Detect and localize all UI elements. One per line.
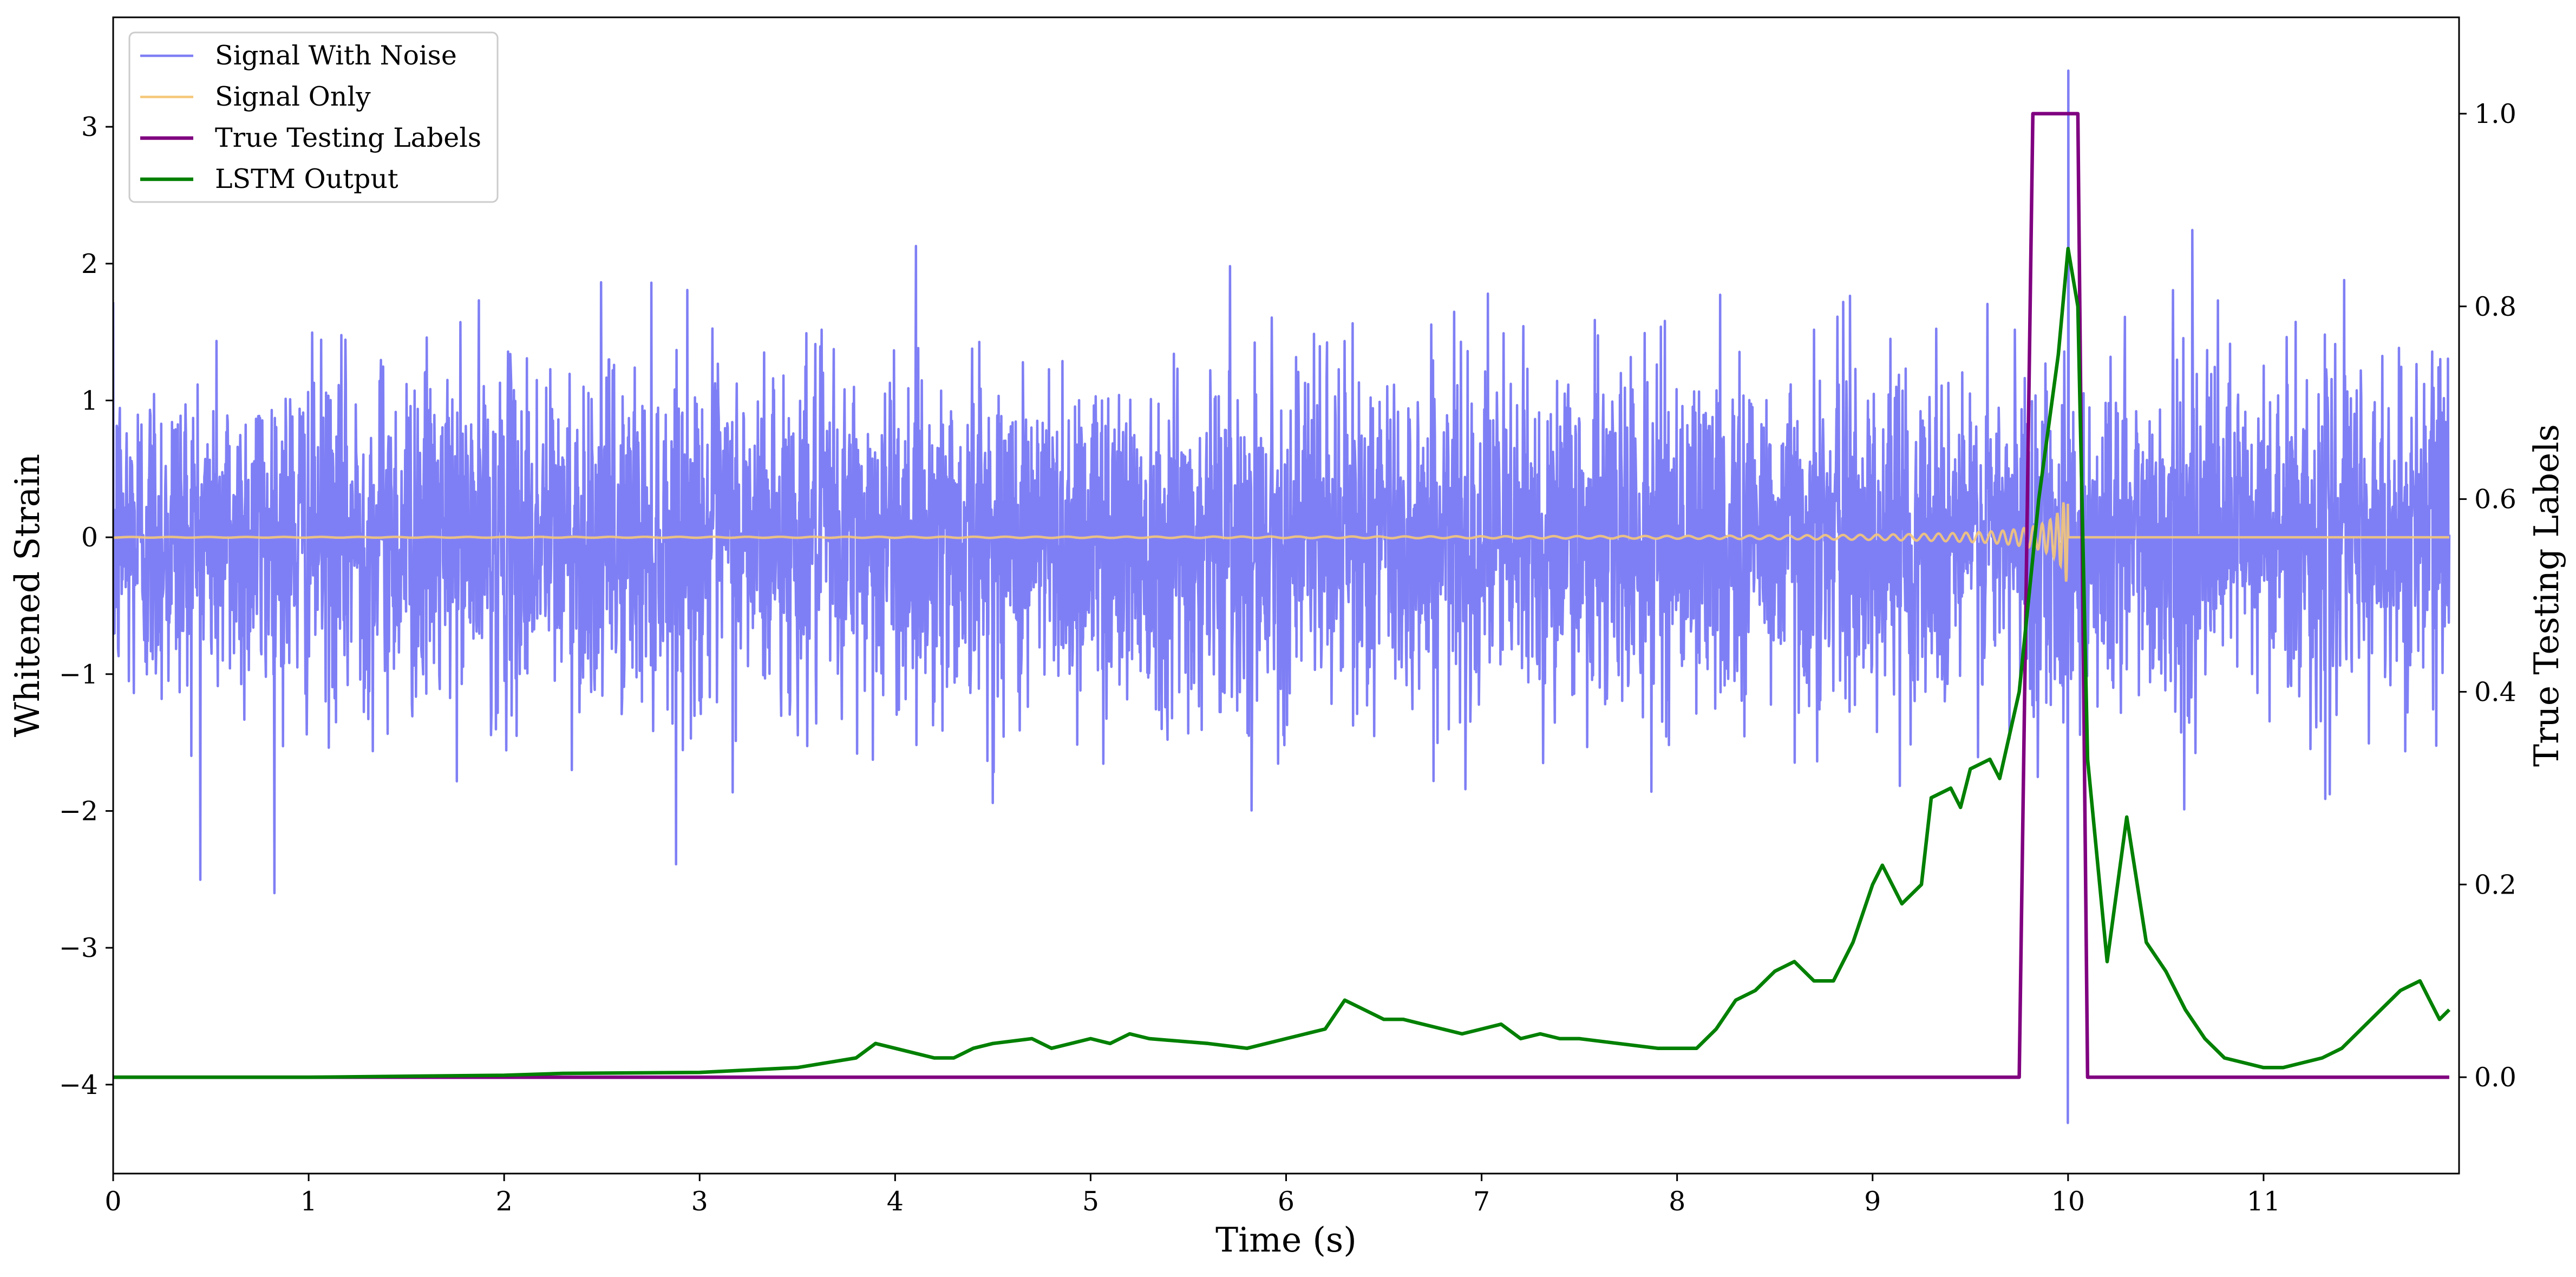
- x-tick-label: 1: [300, 1186, 317, 1217]
- x-tick-label: 10: [2051, 1186, 2085, 1217]
- y-tick-label: 2: [81, 249, 98, 279]
- x-tick-label: 11: [2247, 1186, 2280, 1217]
- axes: 0 1 2 3 4 5 6 7 8 9 10 11 −4 −3 −2 −1 0 1 2 3 0.0 0.2 0.4 0.6 0.…: [8, 16, 2566, 1260]
- y-tick-label: 3: [81, 112, 98, 142]
- x-tick-label: 3: [691, 1186, 708, 1217]
- legend-label: Signal With Noise: [215, 40, 457, 71]
- x-tick-label: 2: [496, 1186, 513, 1217]
- x-tick-label: 5: [1082, 1186, 1099, 1217]
- legend: Signal With Noise Signal Only True Testing…: [128, 31, 499, 203]
- y-tick-label: 1: [81, 385, 98, 416]
- x-tick-label: 6: [1278, 1186, 1294, 1217]
- legend-label: Signal Only: [215, 81, 371, 112]
- lstm-output-line: [113, 246, 2451, 1079]
- x-tick-label: 9: [1864, 1186, 1881, 1217]
- right-y-tick-label: 0.6: [2474, 484, 2516, 515]
- y-tick-label: −2: [59, 796, 98, 826]
- legend-label: LSTM Output: [215, 164, 398, 194]
- signal-only-line: [113, 502, 2449, 582]
- true-testing-labels-line: [113, 112, 2449, 1079]
- x-axis-title: Time (s): [1215, 1220, 1357, 1260]
- signal-with-noise-line: [113, 69, 2451, 1124]
- y-tick-label: −1: [59, 659, 98, 690]
- right-y-axis-title: True Testing Labels: [2527, 424, 2566, 767]
- x-tick-label: 7: [1473, 1186, 1490, 1217]
- x-tick-label: 4: [887, 1186, 904, 1217]
- plot-area: [113, 69, 2451, 1124]
- legend-label: True Testing Labels: [215, 122, 481, 153]
- right-y-tick-label: 0.2: [2474, 869, 2516, 900]
- right-y-tick-label: 1.0: [2474, 99, 2516, 129]
- right-y-tick-label: 0.4: [2474, 676, 2516, 707]
- y-tick-label: −4: [59, 1070, 98, 1100]
- x-tick-label: 0: [104, 1186, 121, 1217]
- y-tick-label: 0: [81, 522, 98, 553]
- x-tick-label: 8: [1669, 1186, 1685, 1217]
- right-y-tick-label: 0.8: [2474, 291, 2516, 322]
- y-axis-title: Whitened Strain: [8, 454, 47, 737]
- right-y-tick-label: 0.0: [2474, 1062, 2516, 1093]
- legend-box: [128, 31, 499, 203]
- y-tick-label: −3: [59, 933, 98, 963]
